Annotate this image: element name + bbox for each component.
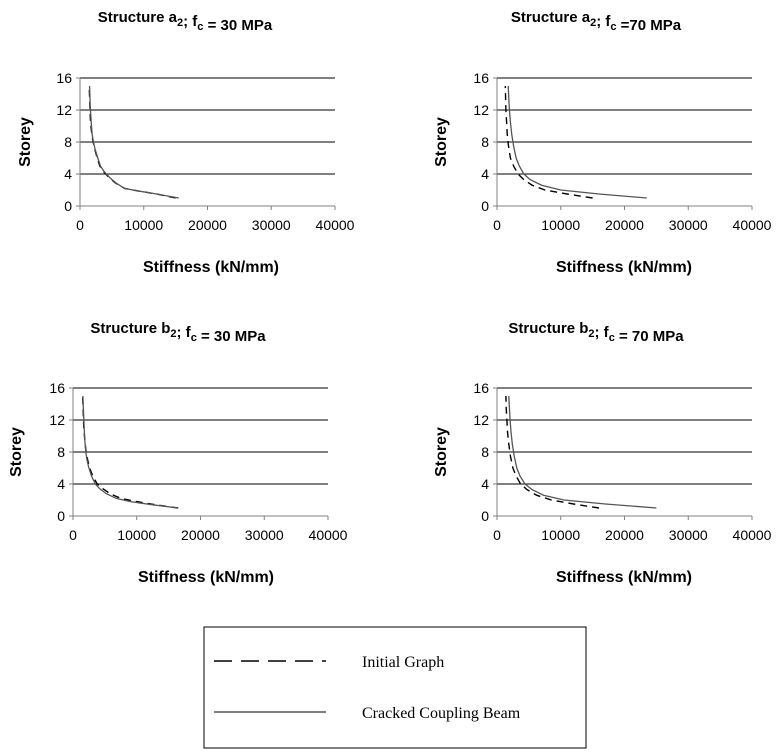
chart-panel-1: Structure a2; fc = 30 MPa 0 4 8 12 16 0 10000 20… — [17, 9, 355, 276]
y-tick-label: 12 — [473, 102, 489, 118]
x-tick-label: 40000 — [733, 217, 772, 233]
chart-title: Structure a2; fc = 30 MPa — [98, 9, 273, 34]
y-axis-label: Storey — [8, 427, 25, 477]
legend: Initial Graph Cracked Coupling Beam — [203, 626, 587, 749]
x-tick-label: 10000 — [117, 527, 156, 543]
x-axis-label: Stiffness (kN/mm) — [143, 259, 279, 276]
x-tick-label: 30000 — [669, 217, 708, 233]
y-tick-label: 4 — [481, 476, 489, 492]
y-tick-label: 16 — [56, 70, 72, 86]
x-axis-label: Stiffness (kN/mm) — [556, 259, 692, 276]
y-tick-label: 8 — [57, 444, 65, 460]
y-tick-label: 0 — [481, 508, 489, 524]
y-tick-label: 16 — [49, 380, 65, 396]
chart-panel-3: Structure b2; fc = 30 MPa 0 4 8 12 16 0 10000 20… — [8, 320, 348, 586]
y-tick-label: 0 — [57, 508, 65, 524]
x-tick-label: 0 — [76, 217, 84, 233]
chart-panel-4: Structure b2; fc = 70 MPa 0 4 8 12 16 0 10000 20… — [433, 320, 772, 586]
y-tick-label: 12 — [56, 102, 72, 118]
x-tick-label: 0 — [493, 217, 501, 233]
series-cracked-coupling-beam — [508, 395, 657, 509]
y-axis-label: Storey — [17, 117, 34, 167]
chart-title: Structure b2; fc = 30 MPa — [90, 320, 266, 345]
x-tick-label: 30000 — [669, 527, 708, 543]
y-tick-label: 12 — [49, 412, 65, 428]
legend-label: Cracked Coupling Beam — [362, 705, 521, 722]
x-tick-label: 40000 — [309, 527, 348, 543]
y-tick-label: 8 — [481, 444, 489, 460]
x-axis-label: Stiffness (kN/mm) — [556, 569, 692, 586]
x-tick-label: 10000 — [541, 217, 580, 233]
y-tick-label: 12 — [473, 412, 489, 428]
x-tick-label: 30000 — [252, 217, 291, 233]
y-axis-label: Storey — [433, 117, 450, 167]
y-tick-label: 4 — [57, 476, 65, 492]
x-tick-label: 10000 — [541, 527, 580, 543]
x-tick-label: 30000 — [245, 527, 284, 543]
chart-title: Structure b2; fc = 70 MPa — [508, 320, 684, 345]
y-tick-label: 0 — [481, 198, 489, 214]
chart-panel-2: Structure a2; fc =70 MPa 0 4 8 12 16 0 10000 200… — [433, 9, 772, 276]
series-initial-graph — [504, 85, 593, 199]
series-cracked-coupling-beam — [82, 395, 179, 509]
x-tick-label: 20000 — [181, 527, 220, 543]
chart-title: Structure a2; fc =70 MPa — [511, 9, 682, 34]
x-tick-label: 20000 — [605, 217, 644, 233]
y-tick-label: 8 — [64, 134, 72, 150]
series-cracked-coupling-beam — [507, 85, 647, 199]
y-tick-label: 16 — [473, 380, 489, 396]
y-tick-label: 4 — [64, 166, 72, 182]
y-tick-label: 16 — [473, 70, 489, 86]
x-tick-label: 40000 — [316, 217, 355, 233]
x-axis-label: Stiffness (kN/mm) — [138, 569, 274, 586]
x-tick-label: 40000 — [733, 527, 772, 543]
x-tick-label: 0 — [493, 527, 501, 543]
series-cracked-coupling-beam — [88, 85, 179, 199]
y-tick-label: 8 — [481, 134, 489, 150]
series-initial-graph — [505, 395, 600, 509]
legend-label: Initial Graph — [362, 654, 444, 671]
y-tick-label: 4 — [481, 166, 489, 182]
legend-box — [203, 626, 587, 749]
x-tick-label: 10000 — [124, 217, 163, 233]
x-tick-label: 20000 — [605, 527, 644, 543]
y-tick-label: 0 — [64, 198, 72, 214]
y-axis-label: Storey — [433, 427, 450, 477]
x-tick-label: 0 — [69, 527, 77, 543]
x-tick-label: 20000 — [188, 217, 227, 233]
